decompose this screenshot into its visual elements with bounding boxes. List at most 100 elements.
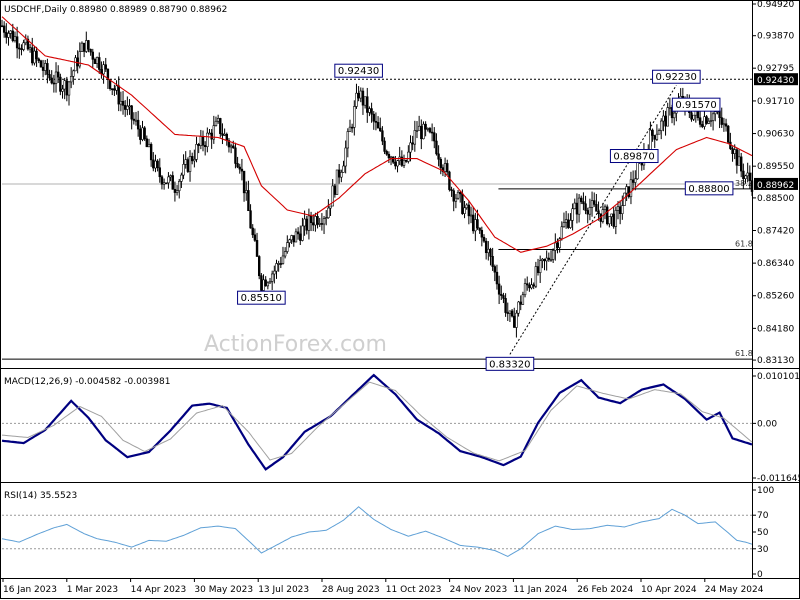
candle-body <box>448 171 451 190</box>
candle-body <box>547 257 551 260</box>
y-tick-label: 0.89550 <box>757 162 794 172</box>
candle-body <box>78 51 82 67</box>
candle-body <box>214 120 218 126</box>
candle-body <box>333 185 337 195</box>
x-tick-label: 13 Jul 2023 <box>258 585 309 595</box>
candle-body <box>392 156 395 163</box>
candle-body <box>342 165 345 173</box>
pivot-box <box>609 149 659 164</box>
candle-body <box>558 238 561 248</box>
candle-body <box>694 110 698 116</box>
candle-body <box>39 60 43 68</box>
candle-body <box>260 275 263 291</box>
candle-body <box>184 159 187 165</box>
rsi-line <box>1 506 753 557</box>
candle-body <box>610 213 613 217</box>
candle-body <box>35 50 38 60</box>
candle-body <box>413 130 417 145</box>
candle-body <box>523 283 527 296</box>
rsi-tick-label: 30 <box>757 545 769 555</box>
candle-body <box>121 100 125 106</box>
candle-body <box>556 242 559 248</box>
level-price-label: 0.92430 <box>757 76 794 86</box>
candle-body <box>567 219 570 228</box>
candle-body <box>389 156 393 159</box>
macd-tick-label: -0.011645 <box>757 474 800 484</box>
candle-body <box>733 149 736 154</box>
candle-body <box>428 128 432 133</box>
candle-body <box>443 163 447 172</box>
candle-body <box>85 40 88 52</box>
fib-level-label: 61.8 <box>735 240 753 249</box>
candle-body <box>532 284 535 287</box>
candle-body <box>212 125 216 140</box>
candle-body <box>305 218 308 231</box>
candle-body <box>564 219 568 223</box>
candle-body <box>469 214 473 217</box>
candle-body <box>506 312 509 314</box>
macd-tick-label: 0.010101 <box>757 372 800 382</box>
candle-body <box>268 281 272 284</box>
candle-body <box>89 48 92 53</box>
candle-body <box>270 273 274 282</box>
candle-body <box>497 283 501 295</box>
candle-body <box>430 131 434 134</box>
candle-body <box>402 159 406 166</box>
candle-body <box>560 226 563 239</box>
candle-body <box>562 222 566 228</box>
candle-body <box>631 179 635 183</box>
rsi-tick-label: 0 <box>757 570 763 580</box>
candle-body <box>543 258 546 262</box>
candle-body <box>113 88 116 91</box>
candle-body <box>221 133 224 136</box>
candle-body <box>227 140 231 148</box>
fib-level-label: 61.8 <box>735 349 753 358</box>
candle-body <box>426 128 429 130</box>
candle-body <box>301 225 304 241</box>
candle-body <box>355 92 358 107</box>
candle-body <box>584 203 587 211</box>
candle-body <box>420 125 423 140</box>
candle-body <box>593 200 596 205</box>
candle-body <box>487 248 490 254</box>
candle-body <box>145 138 149 148</box>
candle-body <box>549 259 553 261</box>
candle-body <box>538 260 542 273</box>
candle-body <box>91 51 94 60</box>
candle-body <box>253 234 257 241</box>
candle-body <box>394 161 397 167</box>
candle-body <box>165 182 168 185</box>
candle-body <box>320 223 324 225</box>
candle-body <box>46 63 49 75</box>
candle-body <box>629 179 633 198</box>
candle-body <box>692 114 695 120</box>
candle-body <box>0 25 4 28</box>
candle-body <box>249 210 252 229</box>
candle-body <box>348 126 352 132</box>
candle-body <box>286 242 289 252</box>
candle-body <box>191 156 194 162</box>
candle-body <box>411 142 414 145</box>
candle-body <box>519 301 522 305</box>
candle-body <box>173 189 177 193</box>
candle-body <box>132 118 136 121</box>
candle-body <box>299 233 302 241</box>
macd-tick-label: 0.00 <box>757 419 777 429</box>
candle-body <box>128 105 131 108</box>
candle-body <box>104 64 107 70</box>
candle-body <box>216 118 220 122</box>
candle-body <box>722 123 726 126</box>
candle-body <box>93 59 97 64</box>
candle-body <box>424 123 427 130</box>
candle-body <box>653 135 656 140</box>
candle-body <box>167 176 170 184</box>
candle-body <box>199 136 203 146</box>
candle-body <box>255 240 259 257</box>
candle-body <box>575 202 579 215</box>
candle-body <box>504 298 507 313</box>
candle-body <box>318 223 321 225</box>
candle-body <box>203 145 207 148</box>
candle-body <box>750 180 754 192</box>
candle-body <box>739 156 743 172</box>
